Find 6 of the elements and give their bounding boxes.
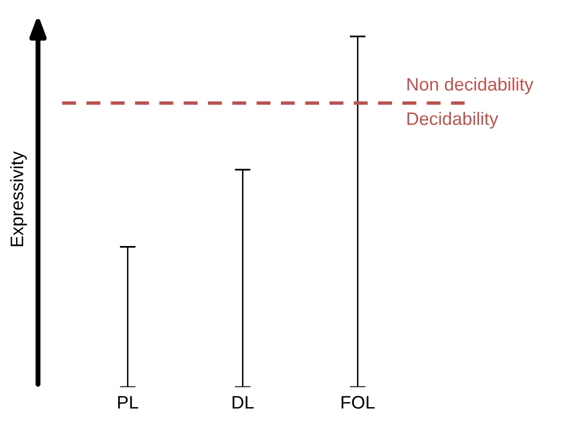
annotation: Decidability: [407, 112, 498, 129]
x-tick-label: DL: [232, 396, 254, 409]
y-axis-title: Expressivity: [10, 151, 27, 246]
x-tick-label: PL: [118, 396, 138, 409]
ref-line-label: Non decidability: [407, 77, 534, 94]
x-tick-label: FOL: [342, 396, 375, 409]
